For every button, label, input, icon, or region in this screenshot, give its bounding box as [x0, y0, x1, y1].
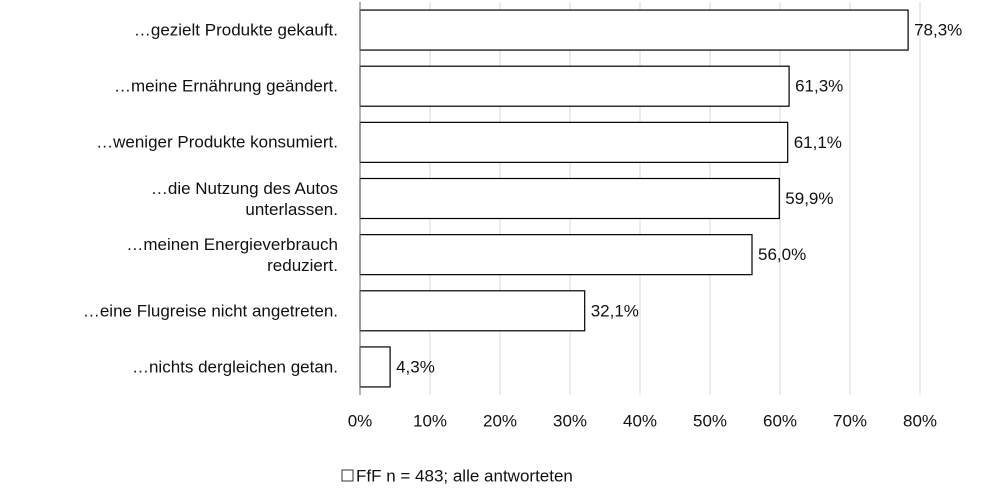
- legend-swatch: [341, 469, 354, 482]
- value-label: 61,3%: [795, 77, 843, 96]
- bar: [359, 290, 586, 332]
- x-tick-label: 20%: [483, 411, 517, 430]
- bar: [359, 346, 391, 388]
- y-tick-label: …eine Flugreise nicht angetreten.: [82, 301, 338, 321]
- value-label: 4,3%: [396, 357, 435, 376]
- value-label: 78,3%: [914, 21, 962, 40]
- x-tick-label: 10%: [413, 411, 447, 430]
- x-tick-label: 30%: [553, 411, 587, 430]
- value-label: 59,9%: [785, 189, 833, 208]
- value-label: 56,0%: [758, 245, 806, 264]
- bar: [359, 121, 789, 163]
- bar: [359, 234, 753, 276]
- bar: [359, 65, 790, 107]
- value-label: 61,1%: [794, 133, 842, 152]
- x-tick-label: 80%: [903, 411, 937, 430]
- legend-label: FfF n = 483; alle antworteten: [356, 466, 573, 485]
- y-tick-label: …die Nutzung des Autos unterlassen.: [150, 178, 338, 219]
- y-tick-label: …weniger Produkte konsumiert.: [96, 132, 338, 152]
- x-tick-label: 60%: [763, 411, 797, 430]
- y-tick-label: …meinen Energieverbrauch reduziert.: [126, 234, 338, 275]
- y-tick-label: …meine Ernährung geändert.: [114, 76, 338, 96]
- y-tick-label: …nichts dergleichen getan.: [131, 357, 338, 377]
- y-tick-label: …gezielt Produkte gekauft.: [133, 20, 338, 40]
- value-label: 32,1%: [591, 301, 639, 320]
- x-tick-label: 40%: [623, 411, 657, 430]
- x-tick-label: 50%: [693, 411, 727, 430]
- x-tick-label: 0%: [348, 411, 373, 430]
- bar: [359, 177, 780, 220]
- bar: [359, 9, 909, 51]
- x-tick-label: 70%: [833, 411, 867, 430]
